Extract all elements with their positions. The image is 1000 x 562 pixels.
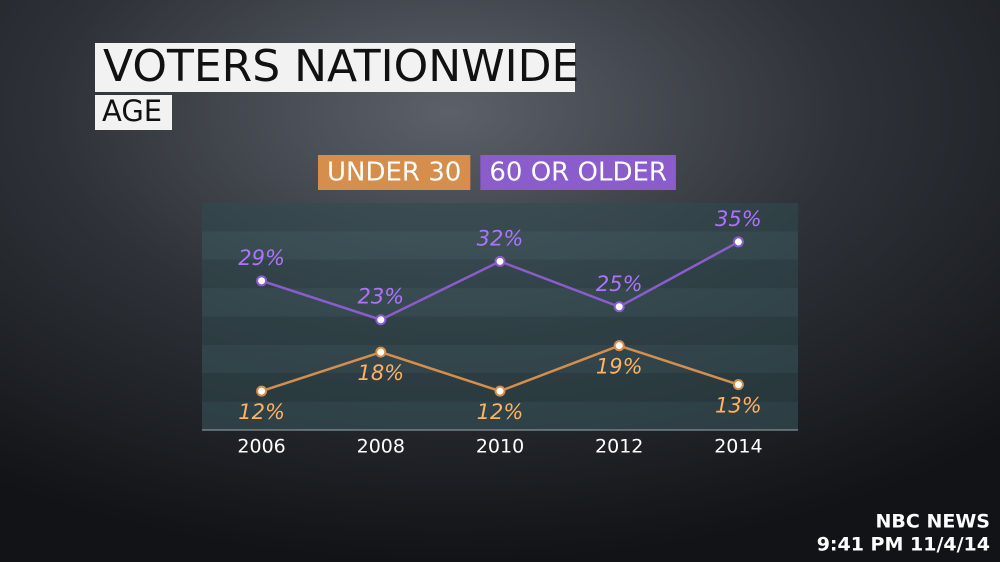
title-box xyxy=(95,43,575,92)
chart-title: VOTERS NATIONWIDE xyxy=(103,41,579,92)
plot-band xyxy=(202,288,798,317)
data-label: 12% xyxy=(238,400,285,424)
data-label: 23% xyxy=(357,285,404,309)
plot-band xyxy=(202,344,798,374)
data-point xyxy=(256,385,268,397)
data-point xyxy=(494,255,506,267)
data-label: 12% xyxy=(477,400,524,424)
data-point xyxy=(375,346,387,358)
plot-band xyxy=(202,231,798,260)
x-tick-label: 2010 xyxy=(476,436,524,458)
data-label: 25% xyxy=(596,272,643,296)
x-tick-label: 2012 xyxy=(595,436,643,458)
x-tick-label: 2006 xyxy=(237,436,285,458)
subtitle-box xyxy=(95,95,172,130)
data-label: 29% xyxy=(238,246,285,270)
data-label: 19% xyxy=(596,355,643,379)
legend-label: UNDER 30 xyxy=(327,158,461,188)
plot-band xyxy=(202,316,798,345)
legend-box xyxy=(480,155,676,190)
data-label: 35% xyxy=(715,207,762,231)
data-point xyxy=(256,275,268,287)
plot-band xyxy=(202,203,798,232)
data-point xyxy=(613,301,625,313)
x-tick-label: 2008 xyxy=(357,436,405,458)
legend-box xyxy=(318,155,471,190)
timestamp: 9:41 PM 11/4/14 xyxy=(817,534,990,556)
data-point xyxy=(375,314,387,326)
data-point xyxy=(613,340,625,352)
data-point xyxy=(494,385,506,397)
data-label: 32% xyxy=(477,226,524,250)
data-point xyxy=(732,236,744,248)
data-point xyxy=(732,379,744,391)
x-tick-label: 2014 xyxy=(714,436,762,458)
plot-band xyxy=(202,401,798,430)
data-label: 13% xyxy=(715,394,762,418)
chart-subtitle: AGE xyxy=(102,94,162,128)
network-label: NBC NEWS xyxy=(876,511,990,533)
legend-label: 60 OR OLDER xyxy=(489,158,667,188)
data-label: 18% xyxy=(357,361,404,385)
